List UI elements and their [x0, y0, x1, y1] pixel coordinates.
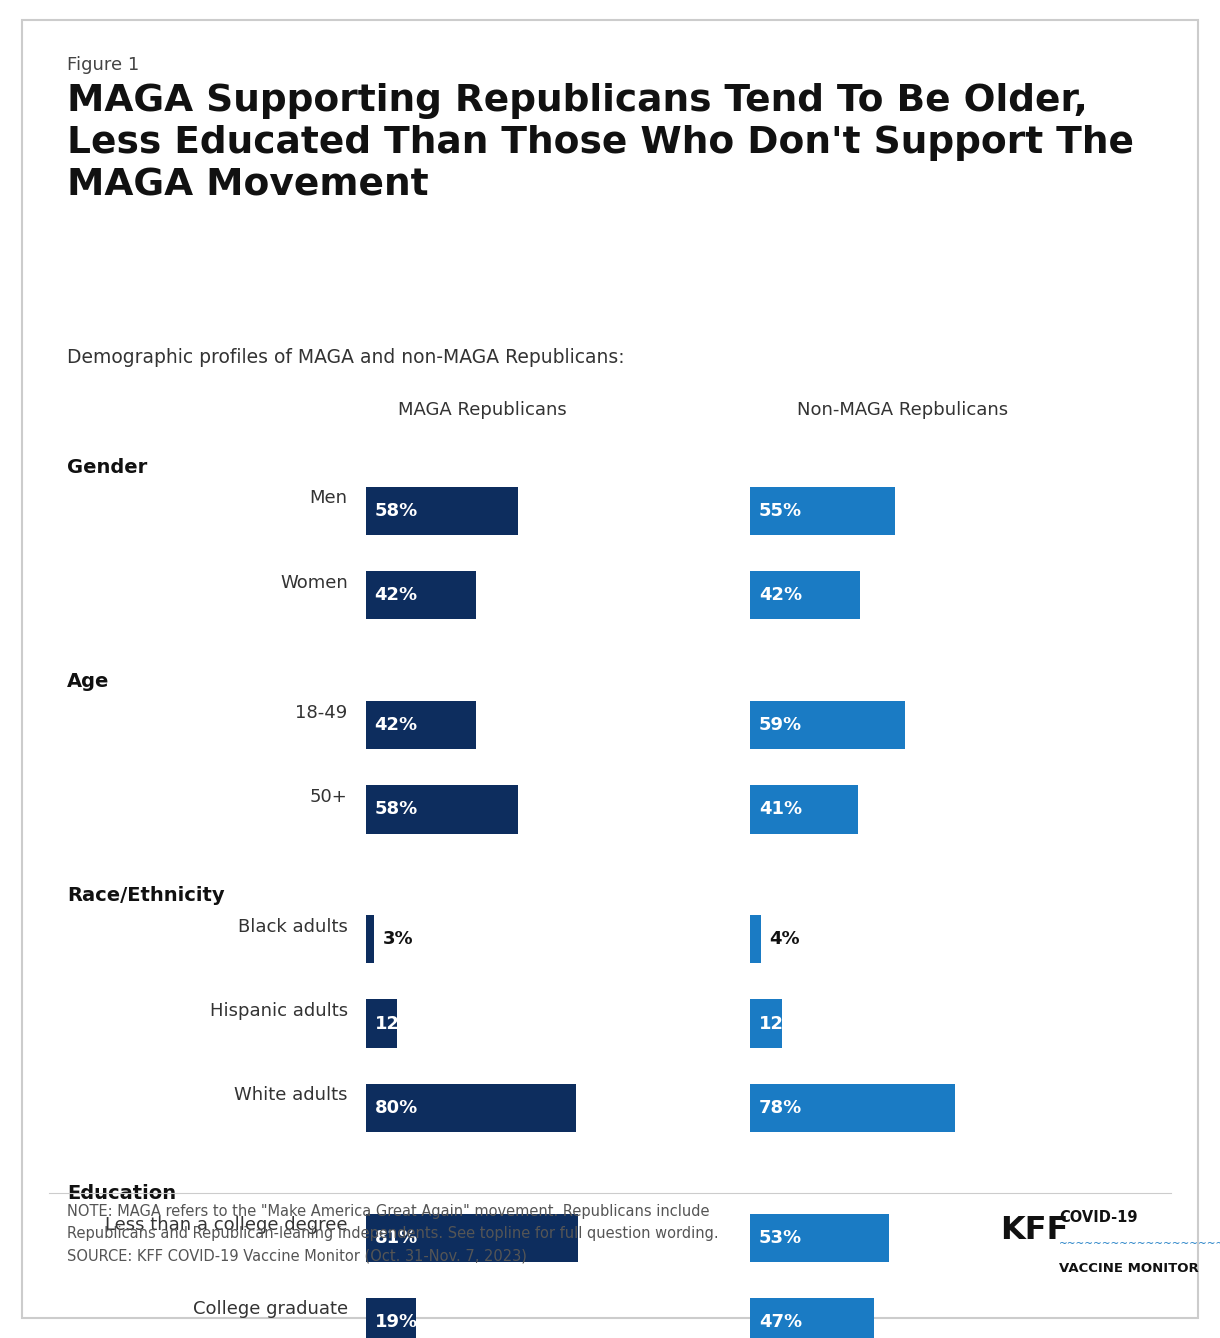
- Bar: [750, 999, 782, 1048]
- Bar: [750, 701, 905, 749]
- Text: NOTE: MAGA refers to the "Make America Great Again" movement. Republicans includ: NOTE: MAGA refers to the "Make America G…: [67, 1204, 719, 1263]
- Text: VACCINE MONITOR: VACCINE MONITOR: [1059, 1262, 1199, 1275]
- Bar: [366, 785, 518, 834]
- Bar: [366, 487, 518, 535]
- FancyBboxPatch shape: [22, 20, 1198, 1318]
- Text: 12%: 12%: [375, 1014, 417, 1033]
- Text: Black adults: Black adults: [238, 918, 348, 935]
- Text: MAGA Supporting Republicans Tend To Be Older,
Less Educated Than Those Who Don't: MAGA Supporting Republicans Tend To Be O…: [67, 83, 1135, 203]
- Text: COVID-19: COVID-19: [1059, 1210, 1137, 1224]
- Text: Figure 1: Figure 1: [67, 56, 139, 74]
- Text: 12%: 12%: [759, 1014, 802, 1033]
- Bar: [366, 1214, 578, 1262]
- Bar: [750, 571, 860, 619]
- Text: College graduate: College graduate: [193, 1301, 348, 1318]
- Text: Education: Education: [67, 1184, 176, 1203]
- Text: 42%: 42%: [375, 586, 417, 605]
- Text: 55%: 55%: [759, 502, 802, 520]
- Text: 47%: 47%: [759, 1313, 802, 1331]
- Bar: [366, 701, 476, 749]
- Text: Race/Ethnicity: Race/Ethnicity: [67, 886, 224, 904]
- Text: Hispanic adults: Hispanic adults: [210, 1002, 348, 1020]
- Bar: [750, 1084, 955, 1132]
- Text: Less than a college degree: Less than a college degree: [105, 1216, 348, 1234]
- Text: 80%: 80%: [375, 1098, 417, 1117]
- Text: 53%: 53%: [759, 1228, 802, 1247]
- Text: White adults: White adults: [234, 1086, 348, 1104]
- Text: 19%: 19%: [375, 1313, 417, 1331]
- Bar: [366, 1084, 576, 1132]
- Text: 42%: 42%: [375, 716, 417, 735]
- Text: KFF: KFF: [1000, 1215, 1069, 1246]
- Text: 58%: 58%: [375, 502, 417, 520]
- Text: ~~~~~~~~~~~~~~~~~~~~: ~~~~~~~~~~~~~~~~~~~~: [1059, 1239, 1220, 1248]
- Text: 41%: 41%: [759, 800, 802, 819]
- Bar: [750, 1214, 889, 1262]
- Text: Men: Men: [310, 490, 348, 507]
- Text: 42%: 42%: [759, 586, 802, 605]
- Bar: [750, 785, 858, 834]
- Text: Non-MAGA Repbulicans: Non-MAGA Repbulicans: [797, 401, 1009, 419]
- Text: Women: Women: [279, 574, 348, 591]
- Bar: [366, 571, 476, 619]
- Text: 78%: 78%: [759, 1098, 802, 1117]
- Bar: [366, 1298, 416, 1338]
- Text: Age: Age: [67, 672, 110, 690]
- Text: Demographic profiles of MAGA and non-MAGA Republicans:: Demographic profiles of MAGA and non-MAG…: [67, 348, 625, 367]
- Text: 4%: 4%: [770, 930, 800, 949]
- Text: 50+: 50+: [310, 788, 348, 805]
- Bar: [750, 915, 761, 963]
- Text: 18-49: 18-49: [295, 704, 348, 721]
- Text: 59%: 59%: [759, 716, 802, 735]
- Bar: [366, 915, 373, 963]
- Text: 3%: 3%: [382, 930, 414, 949]
- Text: 58%: 58%: [375, 800, 417, 819]
- Bar: [750, 1298, 874, 1338]
- Bar: [750, 487, 894, 535]
- Text: Gender: Gender: [67, 458, 148, 476]
- Text: 81%: 81%: [375, 1228, 417, 1247]
- Bar: [366, 999, 398, 1048]
- Text: MAGA Republicans: MAGA Republicans: [398, 401, 566, 419]
